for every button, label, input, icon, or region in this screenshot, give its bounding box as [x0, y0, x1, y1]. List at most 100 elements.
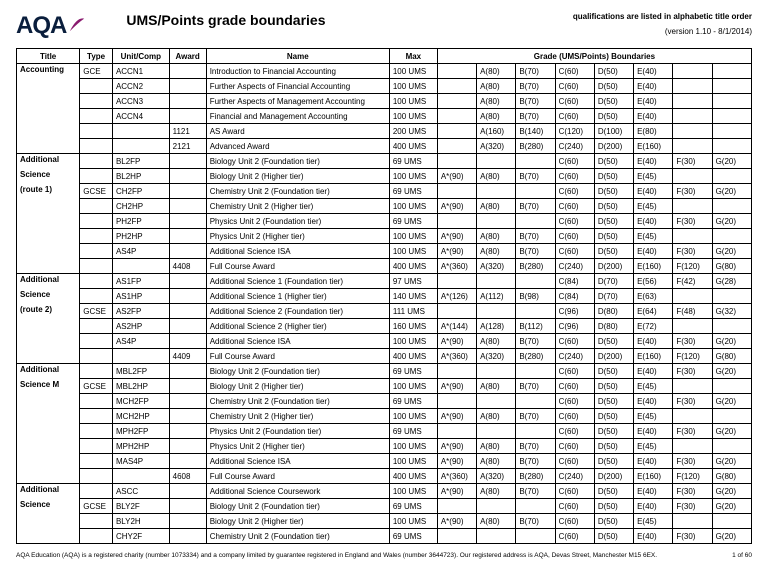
- cell-name: Chemistry Unit 2 (Higher tier): [206, 409, 389, 424]
- cell-grade: C(60): [555, 499, 594, 514]
- cell-grade: [437, 154, 476, 169]
- cell-type: GCSE: [80, 184, 113, 199]
- cell-name: Further Aspects of Financial Accounting: [206, 79, 389, 94]
- cell-grade: B(70): [516, 109, 555, 124]
- cell-grade: [516, 394, 555, 409]
- cell-grade: E(80): [634, 124, 673, 139]
- cell-grade: [712, 379, 751, 394]
- cell-grade: [437, 214, 476, 229]
- cell-award: [169, 334, 206, 349]
- cell-grade: C(60): [555, 454, 594, 469]
- cell-award: [169, 514, 206, 529]
- cell-name: Biology Unit 2 (Foundation tier): [206, 154, 389, 169]
- cell-grade: E(40): [634, 499, 673, 514]
- cell-unit: MCH2HP: [112, 409, 169, 424]
- table-row: MPH2FPPhysics Unit 2 (Foundation tier)69…: [17, 424, 752, 439]
- table-row: (route 1)GCSECH2FPChemistry Unit 2 (Foun…: [17, 184, 752, 199]
- cell-title: [17, 424, 80, 439]
- cell-grade: B(70): [516, 454, 555, 469]
- cell-award: 4408: [169, 259, 206, 274]
- table-row: AS2HPAdditional Science 2 (Higher tier)1…: [17, 319, 752, 334]
- cell-name: Biology Unit 2 (Foundation tier): [206, 364, 389, 379]
- cell-grade: G(28): [712, 274, 751, 289]
- cell-max: 100 UMS: [389, 334, 437, 349]
- cell-grade: [477, 184, 516, 199]
- cell-grade: C(60): [555, 199, 594, 214]
- cell-max: 111 UMS: [389, 304, 437, 319]
- cell-grade: [673, 94, 712, 109]
- cell-grade: D(50): [594, 199, 633, 214]
- cell-grade: G(20): [712, 529, 751, 544]
- cell-max: 100 UMS: [389, 244, 437, 259]
- cell-type: [80, 439, 113, 454]
- cell-max: 100 UMS: [389, 409, 437, 424]
- cell-grade: [673, 199, 712, 214]
- table-row: AdditionalBL2FPBiology Unit 2 (Foundatio…: [17, 154, 752, 169]
- cell-grade: [712, 139, 751, 154]
- cell-grade: C(60): [555, 154, 594, 169]
- cell-grade: [712, 64, 751, 79]
- cell-award: 4608: [169, 469, 206, 484]
- table-row: MCH2FPChemistry Unit 2 (Foundation tier)…: [17, 394, 752, 409]
- cell-grade: A(80): [477, 409, 516, 424]
- cell-name: Chemistry Unit 2 (Foundation tier): [206, 529, 389, 544]
- cell-type: [80, 364, 113, 379]
- cell-name: AS Award: [206, 124, 389, 139]
- cell-grade: G(80): [712, 469, 751, 484]
- cell-max: 100 UMS: [389, 199, 437, 214]
- cell-grade: C(60): [555, 529, 594, 544]
- cell-grade: A(80): [477, 439, 516, 454]
- cell-grade: A(80): [477, 334, 516, 349]
- cell-grade: D(50): [594, 229, 633, 244]
- cell-grade: E(40): [634, 454, 673, 469]
- cell-unit: AS1HP: [112, 289, 169, 304]
- cell-grade: [437, 109, 476, 124]
- boundaries-table: Title Type Unit/Comp Award Name Max Grad…: [16, 48, 752, 544]
- title-block: UMS/Points grade boundaries: [126, 12, 573, 28]
- cell-unit: [112, 139, 169, 154]
- cell-grade: E(40): [634, 484, 673, 499]
- cell-grade: D(50): [594, 394, 633, 409]
- cell-name: Physics Unit 2 (Higher tier): [206, 439, 389, 454]
- cell-max: 140 UMS: [389, 289, 437, 304]
- cell-grade: E(160): [634, 349, 673, 364]
- cell-grade: [673, 439, 712, 454]
- cell-grade: A(80): [477, 229, 516, 244]
- cell-name: Chemistry Unit 2 (Foundation tier): [206, 394, 389, 409]
- cell-award: [169, 169, 206, 184]
- cell-unit: BL2FP: [112, 154, 169, 169]
- cell-grade: [437, 184, 476, 199]
- cell-grade: [712, 199, 751, 214]
- cell-type: [80, 124, 113, 139]
- cell-grade: B(70): [516, 64, 555, 79]
- cell-max: 100 UMS: [389, 229, 437, 244]
- cell-grade: [516, 499, 555, 514]
- cell-type: [80, 424, 113, 439]
- cell-grade: F(42): [673, 274, 712, 289]
- table-row: PH2HPPhysics Unit 2 (Higher tier)100 UMS…: [17, 229, 752, 244]
- table-row: AdditionalASCCAdditional Science Coursew…: [17, 484, 752, 499]
- cell-type: [80, 484, 113, 499]
- cell-award: [169, 199, 206, 214]
- cell-grade: [712, 124, 751, 139]
- table-row: (route 2)GCSEAS2FPAdditional Science 2 (…: [17, 304, 752, 319]
- cell-grade: A*(90): [437, 439, 476, 454]
- cell-grade: A(80): [477, 199, 516, 214]
- cell-award: [169, 64, 206, 79]
- cell-title: [17, 109, 80, 124]
- table-row: 4408Full Course Award400 UMSA*(360)A(320…: [17, 259, 752, 274]
- cell-grade: A(80): [477, 244, 516, 259]
- logo-swoosh-icon: [68, 15, 86, 33]
- cell-grade: A*(90): [437, 334, 476, 349]
- cell-grade: G(20): [712, 334, 751, 349]
- table-row: ScienceAS1HPAdditional Science 1 (Higher…: [17, 289, 752, 304]
- cell-unit: MBL2FP: [112, 364, 169, 379]
- cell-award: [169, 439, 206, 454]
- cell-grade: E(40): [634, 394, 673, 409]
- cell-grade: [673, 379, 712, 394]
- cell-title: [17, 394, 80, 409]
- cell-grade: [516, 304, 555, 319]
- cell-grade: C(120): [555, 124, 594, 139]
- cell-grade: D(50): [594, 79, 633, 94]
- cell-grade: D(80): [594, 304, 633, 319]
